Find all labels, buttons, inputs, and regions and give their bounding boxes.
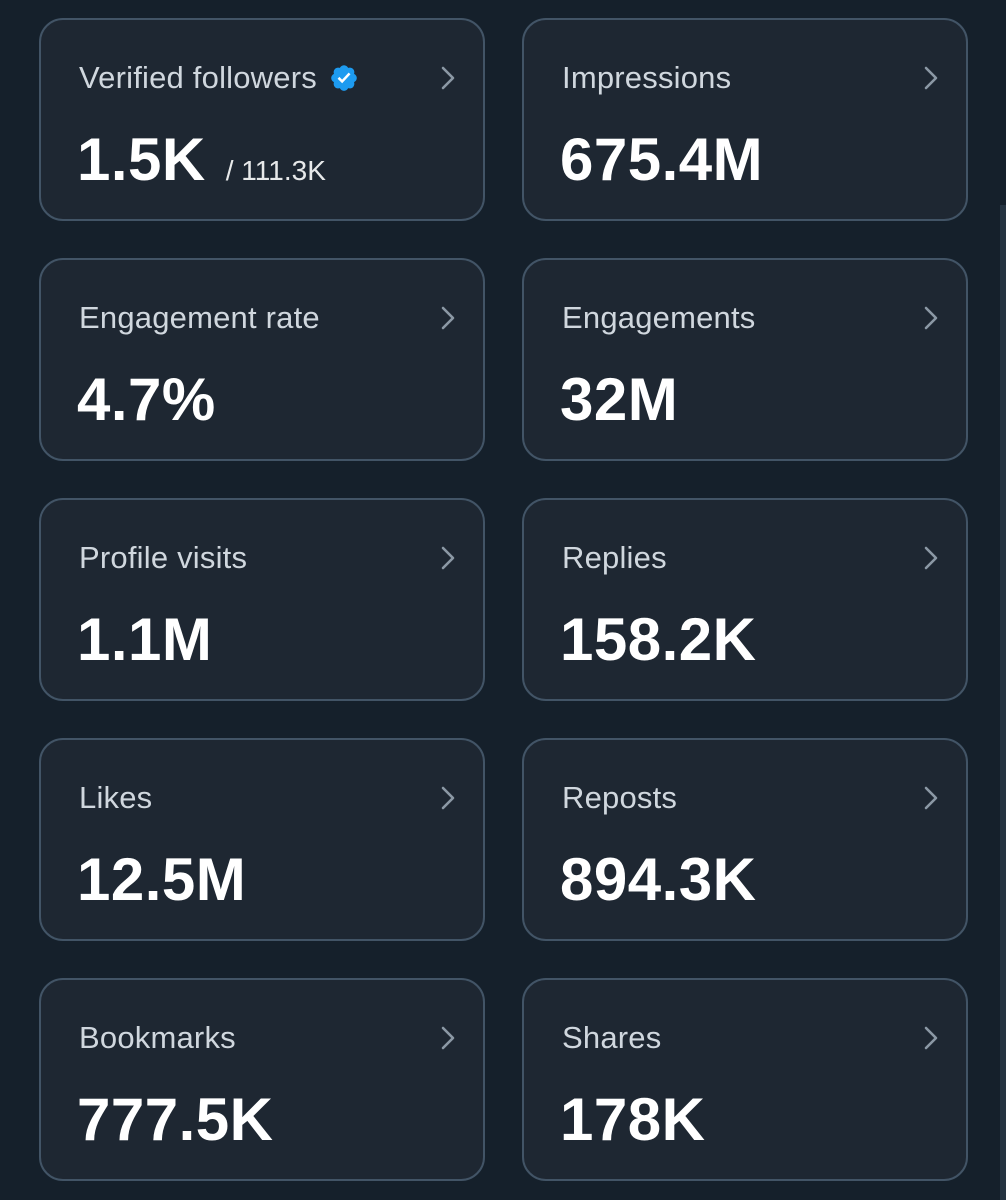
card-value-row: 1.5K / 111.3K (77, 124, 326, 196)
card-value-row: 12.5M (77, 844, 246, 916)
metric-card-engagements[interactable]: Engagements 32M (522, 258, 968, 461)
metric-card-verified-followers[interactable]: Verified followers 1.5K / 111.3K (39, 18, 485, 221)
card-label: Shares (562, 1020, 662, 1055)
card-header: Reposts (562, 778, 677, 818)
card-header: Bookmarks (79, 1018, 236, 1058)
card-value: 12.5M (77, 846, 247, 913)
metric-card-replies[interactable]: Replies 158.2K (522, 498, 968, 701)
metric-card-shares[interactable]: Shares 178K (522, 978, 968, 1181)
card-header: Impressions (562, 58, 731, 98)
card-value-row: 32M (560, 364, 678, 436)
metric-card-profile-visits[interactable]: Profile visits 1.1M (39, 498, 485, 701)
card-value-row: 178K (560, 1084, 705, 1156)
card-value-row: 675.4M (560, 124, 763, 196)
card-value-row: 1.1M (77, 604, 212, 676)
card-value: 4.7% (77, 366, 216, 433)
card-label: Bookmarks (79, 1020, 236, 1055)
card-label: Verified followers (79, 60, 317, 95)
card-value: 894.3K (560, 846, 757, 913)
card-value: 1.5K (77, 126, 206, 193)
card-label: Replies (562, 540, 667, 575)
metric-card-impressions[interactable]: Impressions 675.4M (522, 18, 968, 221)
card-value-total: / 111.3K (225, 155, 326, 186)
metric-card-bookmarks[interactable]: Bookmarks 777.5K (39, 978, 485, 1181)
chevron-right-icon (924, 546, 938, 570)
chevron-right-icon (924, 66, 938, 90)
card-header: Shares (562, 1018, 661, 1058)
card-header: Verified followers (79, 58, 359, 98)
card-value: 675.4M (560, 126, 764, 193)
card-value: 32M (560, 366, 679, 433)
card-label: Engagements (562, 300, 756, 335)
metric-card-engagement-rate[interactable]: Engagement rate 4.7% (39, 258, 485, 461)
metric-card-reposts[interactable]: Reposts 894.3K (522, 738, 968, 941)
card-value-row: 158.2K (560, 604, 756, 676)
card-value-row: 894.3K (560, 844, 756, 916)
chevron-right-icon (441, 1026, 455, 1050)
card-value-row: 777.5K (77, 1084, 273, 1156)
card-value: 1.1M (77, 606, 213, 673)
card-header: Profile visits (79, 538, 247, 578)
card-label: Impressions (562, 60, 732, 95)
chevron-right-icon (924, 306, 938, 330)
scrollbar[interactable] (1000, 205, 1006, 1200)
analytics-grid: Verified followers 1.5K / 111.3K Impress… (39, 18, 968, 1181)
card-label: Profile visits (79, 540, 248, 575)
card-label: Reposts (562, 780, 678, 815)
card-value: 777.5K (77, 1086, 274, 1153)
card-value: 158.2K (560, 606, 757, 673)
card-label: Likes (79, 780, 153, 815)
chevron-right-icon (441, 306, 455, 330)
chevron-right-icon (441, 66, 455, 90)
card-header: Engagement rate (79, 298, 320, 338)
card-label: Engagement rate (79, 300, 320, 335)
card-header: Replies (562, 538, 667, 578)
chevron-right-icon (441, 786, 455, 810)
card-header: Likes (79, 778, 152, 818)
chevron-right-icon (441, 546, 455, 570)
card-value: 178K (560, 1086, 706, 1153)
verified-badge-icon (331, 65, 357, 91)
chevron-right-icon (924, 1026, 938, 1050)
card-header: Engagements (562, 298, 756, 338)
chevron-right-icon (924, 786, 938, 810)
card-value-row: 4.7% (77, 364, 216, 436)
metric-card-likes[interactable]: Likes 12.5M (39, 738, 485, 941)
